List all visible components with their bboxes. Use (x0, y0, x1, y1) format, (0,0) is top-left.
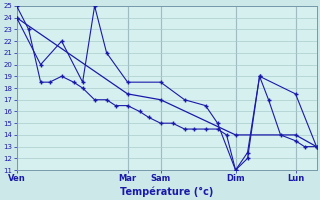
X-axis label: Température (°c): Température (°c) (120, 186, 213, 197)
